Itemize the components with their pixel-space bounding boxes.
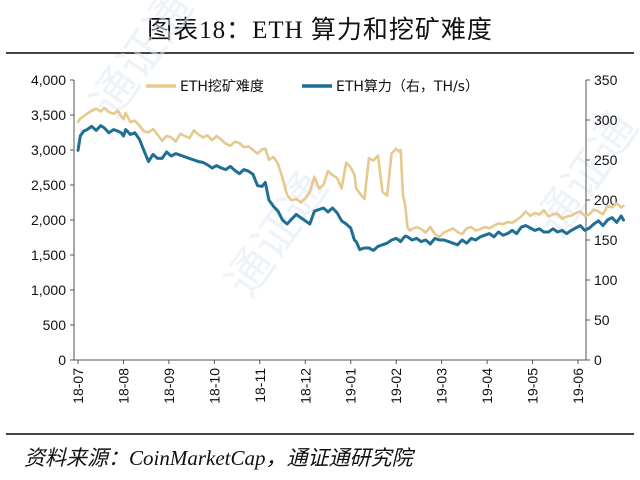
x-tick-label: 18-11 xyxy=(252,368,268,403)
left-tick-label: 4,000 xyxy=(31,72,66,88)
source-rule xyxy=(6,433,634,435)
axes: 0 500 1,000 1,500 2,000 2,500 3,000 3,500 4,000 0… xyxy=(31,72,618,404)
x-tick-label: 18-08 xyxy=(115,368,131,404)
x-tick-label: 19-03 xyxy=(434,368,450,404)
right-tick-label: 100 xyxy=(594,272,618,288)
left-tick-label: 3,000 xyxy=(31,142,66,158)
right-tick-label: 150 xyxy=(594,232,618,248)
x-tick-label: 18-07 xyxy=(70,368,86,404)
left-tick-label: 3,500 xyxy=(31,107,66,123)
title-rule xyxy=(6,52,634,54)
left-tick-label: 1,500 xyxy=(31,247,66,263)
right-tick-label: 200 xyxy=(594,192,618,208)
left-tick-label: 2,000 xyxy=(31,212,66,228)
watermark-text: 通证通 xyxy=(215,162,338,306)
legend: ETH挖矿难度 ETH算力（右，TH/s） xyxy=(146,79,479,95)
series-layer xyxy=(76,106,625,252)
left-tick-label: 500 xyxy=(43,317,67,333)
left-tick-label: 2,500 xyxy=(31,177,66,193)
x-tick-label: 18-12 xyxy=(297,368,313,404)
source-note: 资料来源：CoinMarketCap，通证通研究院 xyxy=(24,446,413,470)
x-tick-label: 19-02 xyxy=(388,368,404,404)
series-line-hashrate xyxy=(76,124,625,252)
watermark-text: 通证通 xyxy=(525,102,640,246)
right-tick-label: 250 xyxy=(594,152,618,168)
legend-label: ETH挖矿难度 xyxy=(180,79,264,95)
x-tick-label: 19-05 xyxy=(525,368,541,404)
x-tick-label: 19-01 xyxy=(343,368,359,404)
x-tick-label: 19-06 xyxy=(570,368,586,404)
chart-title: 图表18：ETH 算力和挖矿难度 xyxy=(147,17,493,44)
right-tick-label: 0 xyxy=(594,352,602,368)
series-line-difficulty xyxy=(76,106,625,239)
watermark-text: 通证通 xyxy=(80,0,203,126)
left-tick-label: 0 xyxy=(58,352,66,368)
left-tick-label: 1,000 xyxy=(31,282,66,298)
x-tick-label: 19-04 xyxy=(479,368,495,404)
right-tick-label: 300 xyxy=(594,112,618,128)
x-tick-label: 18-10 xyxy=(206,368,222,404)
legend-label: ETH算力（右，TH/s） xyxy=(336,79,479,95)
right-tick-label: 50 xyxy=(594,312,610,328)
right-tick-label: 350 xyxy=(594,72,618,88)
x-tick-label: 18-09 xyxy=(161,368,177,404)
